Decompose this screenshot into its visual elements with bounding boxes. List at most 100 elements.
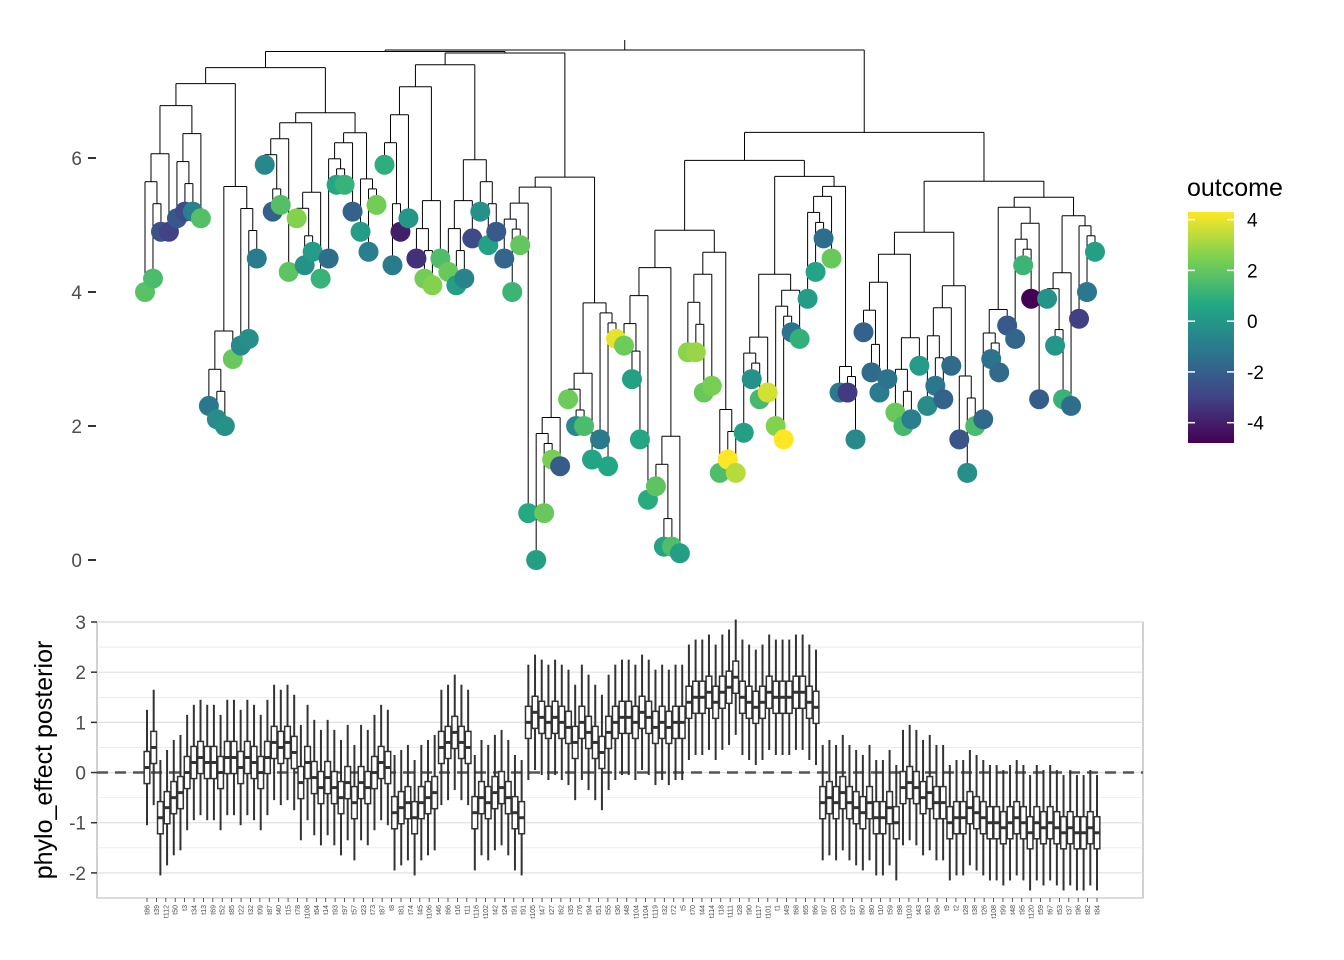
box-x-tick-label: t48 <box>624 905 631 915</box>
tree-tip-point <box>613 335 634 356</box>
box-x-tick-label: t44 <box>699 905 706 915</box>
tree-tip-point <box>629 429 650 450</box>
box-x-tick-label: t48 <box>1010 905 1017 915</box>
box-x-tick-label: t55 <box>605 905 612 915</box>
tree-tip-point <box>973 409 994 430</box>
box-x-tick-label: t24 <box>502 905 509 915</box>
tree-tip-point <box>270 194 291 215</box>
tree-tip-point <box>797 288 818 309</box>
legend-tick-label: 2 <box>1247 261 1258 282</box>
box-x-tick-label: t15 <box>286 905 293 915</box>
box-x-tick-label: t20 <box>831 905 838 915</box>
tree-tip-point <box>837 382 858 403</box>
box-x-tick-label: t2 <box>953 905 960 911</box>
box-x-tick-label: t13 <box>201 905 208 915</box>
tree-y-tick-label: 4 <box>71 283 82 304</box>
tree-tip-point <box>853 322 874 343</box>
tree-tip-point <box>949 429 970 450</box>
box-x-tick-label: t85 <box>229 905 236 915</box>
tree-tip-point <box>1061 395 1082 416</box>
box-x-tick-label: t1 <box>775 905 782 911</box>
tree-tip-point <box>238 328 259 349</box>
box-x-tick-label: t11 <box>464 905 471 914</box>
tree-tip-point <box>741 369 762 390</box>
box-x-tick-label: t87 <box>267 905 274 915</box>
tree-tip-point <box>582 449 603 470</box>
box-x-tick-label: t64 <box>314 905 321 915</box>
tree-tip-point <box>789 328 810 349</box>
tree-tip-point <box>190 208 211 229</box>
legend-tick-label: 4 <box>1247 211 1258 232</box>
box-x-tick-label: t106 <box>427 905 434 919</box>
box-x-tick-label: t34 <box>192 905 199 915</box>
tree-tip-point <box>845 429 866 450</box>
tree-tip-point <box>917 395 938 416</box>
box-x-tick-label: t3 <box>182 905 189 911</box>
box-x-tick-label: t59 <box>1038 905 1045 915</box>
legend-tick-label: -4 <box>1247 414 1264 435</box>
box-x-tick-label: t87 <box>380 905 387 915</box>
tree-tip-point <box>278 261 299 282</box>
box-x-tick-label: t32 <box>248 905 255 915</box>
tree-tip-point <box>813 228 834 249</box>
box-y-axis-title: phylo_effect posterior <box>30 641 58 880</box>
tree-tip-point <box>398 208 419 229</box>
box-x-tick-label: t105 <box>530 905 537 919</box>
box-x-tick-label: t111 <box>728 905 735 918</box>
tree-y-tick-label: 0 <box>71 551 82 572</box>
box-x-tick-label: t53 <box>1057 905 1064 915</box>
tree-tip-point <box>669 543 690 564</box>
box-x-tick-label: t81 <box>398 905 405 915</box>
box-y-tick-label: 1 <box>75 713 86 734</box>
box-x-tick-label: t76 <box>577 905 584 915</box>
tree-tip-point <box>246 248 267 269</box>
box-x-tick-label: t99 <box>1000 905 1007 915</box>
box-x-tick-label: t50 <box>173 905 180 915</box>
tree-panel: 0 2 4 6 <box>71 40 1105 572</box>
tree-tip-point <box>901 409 922 430</box>
box-x-tick-label: t28 <box>963 905 970 915</box>
box-x-tick-label: t32 <box>662 905 669 915</box>
box-x-tick-label: t91 <box>511 905 518 915</box>
tree-tip-point <box>1085 241 1105 262</box>
box-x-tick-label: t112 <box>163 905 170 918</box>
tree-tip-point <box>773 429 794 450</box>
tree-tips <box>135 154 1105 570</box>
box-x-tick-label: t84 <box>1095 905 1102 915</box>
tree-tip-point <box>518 503 539 524</box>
tree-tip-point <box>382 255 403 276</box>
box-x-tick-label: t18 <box>718 905 725 915</box>
box-x-tick-label: t70 <box>690 905 697 915</box>
tree-tip-point <box>701 375 722 396</box>
box-x-tick-label: t47 <box>540 905 547 915</box>
tree-tip-point <box>350 221 371 242</box>
tree-tip-point <box>342 201 363 222</box>
box-x-tick-label: t45 <box>417 905 424 915</box>
tree-tip-point <box>374 154 395 175</box>
box-x-tick-label: t114 <box>709 905 716 918</box>
box-x-tick-label: t98 <box>897 905 904 915</box>
box-x-tick-label: t35 <box>568 905 575 915</box>
box-x-tick-label: t40 <box>276 905 283 915</box>
box-x-tick-label: t37 <box>850 905 857 915</box>
box-x-tick-label: t16 <box>455 905 462 915</box>
tree-tip-point <box>1069 308 1090 329</box>
box-x-tick-label: t80 <box>869 905 876 915</box>
tree-tip-point <box>406 248 427 269</box>
box-x-tick-label: t49 <box>784 905 791 915</box>
tree-edges <box>144 40 1096 560</box>
box-x-tick-label: t82 <box>1085 905 1092 915</box>
tree-tip-point <box>621 369 642 390</box>
tree-tip-point <box>510 235 531 256</box>
tree-tip-point <box>1037 288 1058 309</box>
tree-tip-point <box>1029 389 1050 410</box>
box-x-tick-label: t104 <box>643 905 650 919</box>
box-x-tick-label: t9 <box>944 905 951 911</box>
box-x-tick-label: t29 <box>841 905 848 915</box>
tree-tip-point <box>214 416 235 436</box>
tree-tip-point <box>334 174 355 195</box>
tree-tip-point <box>725 462 746 483</box>
box-x-tick-label: t72 <box>671 905 678 915</box>
box-x-tick-label: t120 <box>1029 905 1036 919</box>
